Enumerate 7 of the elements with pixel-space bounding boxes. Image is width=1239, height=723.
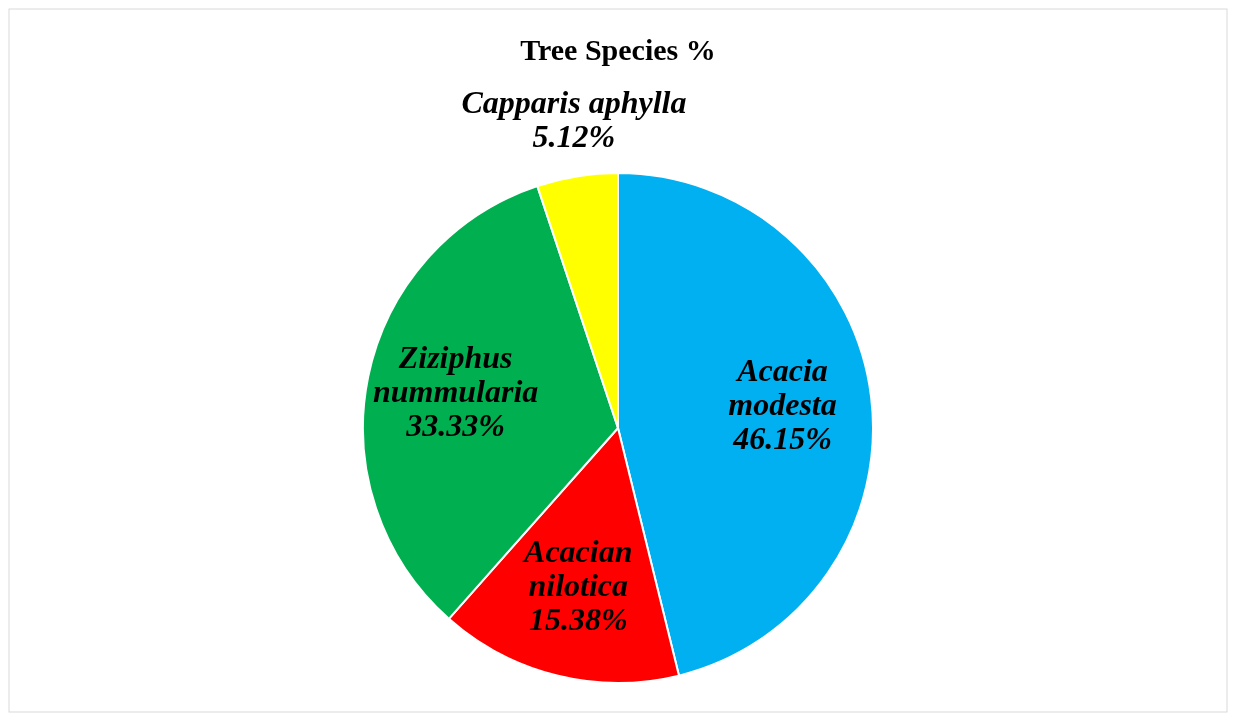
slice-label: Ziziphus nummularia [372,339,539,410]
chart-title: Tree Species % [520,33,716,66]
data-label: 33.33% [405,407,505,444]
data-label: 46.15% [732,420,832,457]
slice-label: Acacian nilotica [522,533,633,604]
data-label: 15.38% [528,601,628,638]
slice-label: Acacia modesta [728,352,837,423]
